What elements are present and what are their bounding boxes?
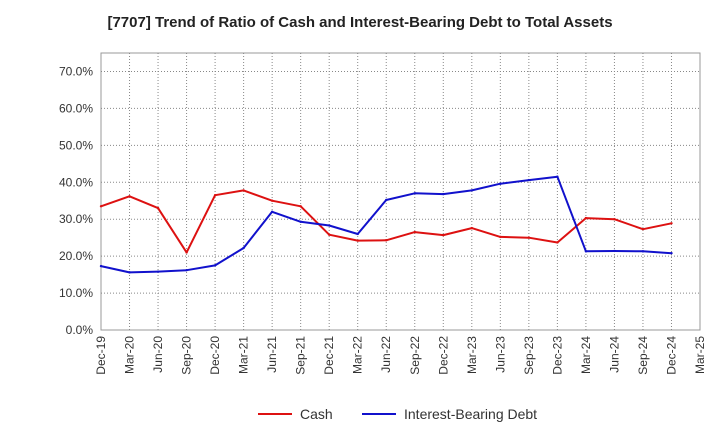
legend-label-1: Cash <box>300 406 333 422</box>
y-tick-label: 40.0% <box>59 175 93 189</box>
data-point <box>99 205 103 208</box>
data-point <box>99 264 103 268</box>
data-point <box>156 270 160 273</box>
y-tick-label: 50.0% <box>59 138 93 152</box>
data-point <box>442 192 445 196</box>
x-tick-label: Sep-20 <box>180 336 194 375</box>
x-tick-label: Mar-24 <box>579 336 593 374</box>
data-point <box>670 251 673 255</box>
y-tick-label: 30.0% <box>59 212 93 226</box>
y-tick-label: 70.0% <box>59 64 93 78</box>
x-tick-label: Jun-23 <box>493 336 507 373</box>
data-point <box>213 193 217 197</box>
data-point <box>470 189 474 192</box>
data-point <box>327 224 331 227</box>
data-point <box>327 233 331 236</box>
data-point <box>156 206 160 210</box>
data-point <box>584 216 588 220</box>
data-point <box>613 249 616 253</box>
x-tick-label: Dec-24 <box>664 336 678 375</box>
data-point <box>527 236 531 239</box>
data-point <box>242 246 245 250</box>
x-tick-label: Sep-22 <box>408 336 422 375</box>
data-point <box>527 178 531 182</box>
x-tick-label: Jun-21 <box>265 336 279 373</box>
x-tick-label: Mar-22 <box>351 336 365 374</box>
x-tick-label: Dec-20 <box>208 336 222 375</box>
data-point <box>299 220 302 223</box>
x-tick-label: Sep-24 <box>636 336 650 375</box>
y-tick-label: 20.0% <box>59 249 93 263</box>
data-point <box>556 175 559 178</box>
x-tick-label: Dec-22 <box>436 336 450 375</box>
data-point <box>613 218 616 221</box>
x-tick-label: Dec-19 <box>94 336 108 375</box>
x-tick-label: Mar-23 <box>465 336 479 374</box>
data-point <box>270 199 274 202</box>
data-point <box>442 233 445 237</box>
x-tick-label: Mar-20 <box>123 336 137 374</box>
x-tick-label: Sep-21 <box>294 336 308 375</box>
data-point <box>584 250 588 253</box>
data-point <box>641 250 645 253</box>
x-tick-label: Jun-22 <box>379 336 393 373</box>
x-tick-label: Jun-24 <box>607 336 621 373</box>
data-point <box>413 230 416 234</box>
data-point <box>385 198 388 202</box>
data-point <box>356 239 359 242</box>
x-tick-label: Mar-25 <box>693 336 707 374</box>
data-point <box>356 232 359 236</box>
y-tick-label: 0.0% <box>66 323 94 337</box>
data-point <box>556 241 559 244</box>
data-point <box>499 182 502 185</box>
data-point <box>470 226 474 230</box>
y-tick-label: 60.0% <box>59 101 93 115</box>
x-tick-label: Sep-23 <box>522 336 536 375</box>
data-point <box>670 222 673 225</box>
data-point <box>499 235 502 239</box>
data-point <box>128 271 131 274</box>
data-point <box>185 268 188 272</box>
data-point <box>385 239 388 242</box>
data-point <box>413 192 416 195</box>
y-tick-label: 10.0% <box>59 286 93 300</box>
plot-frame <box>100 52 701 331</box>
x-tick-label: Jun-20 <box>151 336 165 373</box>
data-point <box>185 251 188 254</box>
data-point <box>641 227 645 231</box>
x-tick-label: Dec-21 <box>322 336 336 375</box>
data-point <box>213 264 217 267</box>
chart-title: [7707] Trend of Ratio of Cash and Intere… <box>107 14 613 31</box>
data-point <box>299 205 302 208</box>
data-point <box>128 195 131 198</box>
x-tick-label: Dec-23 <box>550 336 564 375</box>
x-tick-label: Mar-21 <box>237 336 251 374</box>
legend-label-2: Interest-Bearing Debt <box>404 406 537 422</box>
data-point <box>270 210 274 214</box>
data-point <box>242 189 245 192</box>
